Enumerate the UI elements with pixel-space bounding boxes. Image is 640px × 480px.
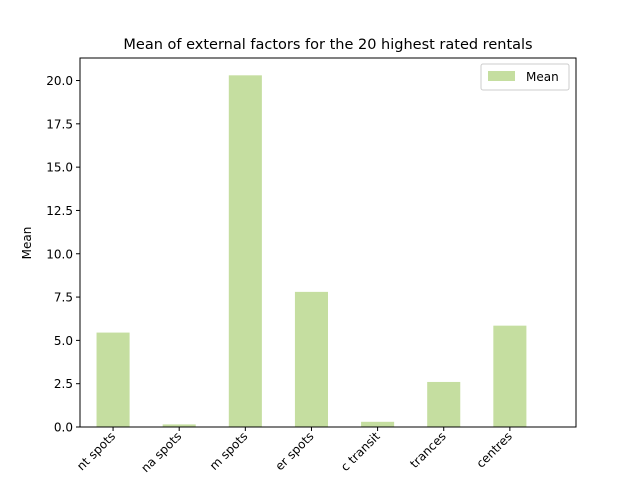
x-axis: nt spots na spots m spots er spots c transit… <box>74 427 515 475</box>
y-tick-label-0: 0.0 <box>54 421 73 435</box>
x-tick-label-4: c transit <box>338 429 383 474</box>
y-tick-label-2: 5.0 <box>54 334 73 348</box>
y-axis: 0.0 2.5 5.0 7.5 10.0 12.5 15.0 17.5 20.0 <box>46 74 80 435</box>
bar-3 <box>294 291 328 427</box>
x-tick-label-6: centres <box>474 429 515 470</box>
y-tick-label-7: 17.5 <box>46 117 73 131</box>
x-tick-label-3: er spots <box>273 429 317 473</box>
legend-box <box>480 63 570 91</box>
y-tick-label-6: 15.0 <box>46 161 73 175</box>
legend: Mean <box>480 63 570 91</box>
bar-5 <box>427 381 461 427</box>
y-tick-label-8: 20.0 <box>46 74 73 88</box>
y-tick-label-1: 2.5 <box>54 377 73 391</box>
bar-6 <box>493 325 527 427</box>
y-tick-label-3: 7.5 <box>54 291 73 305</box>
chart-title: Mean of external factors for the 20 high… <box>123 37 532 53</box>
y-tick-label-4: 10.0 <box>46 247 73 261</box>
x-tick-label-2: m spots <box>207 429 251 473</box>
bar-2 <box>228 75 262 427</box>
plot-frame <box>79 57 577 428</box>
bar-0 <box>96 332 130 427</box>
legend-label: Mean <box>526 70 559 84</box>
y-tick-label-5: 12.5 <box>46 204 73 218</box>
x-tick-label-5: trances <box>407 429 449 471</box>
bars-group <box>96 75 527 427</box>
y-axis-label: Mean <box>20 227 34 260</box>
bar-1 <box>162 424 196 427</box>
bar-4 <box>361 421 395 427</box>
x-tick-label-1: na spots <box>138 429 184 475</box>
x-tick-label-0: nt spots <box>74 429 118 473</box>
legend-swatch <box>488 71 515 81</box>
